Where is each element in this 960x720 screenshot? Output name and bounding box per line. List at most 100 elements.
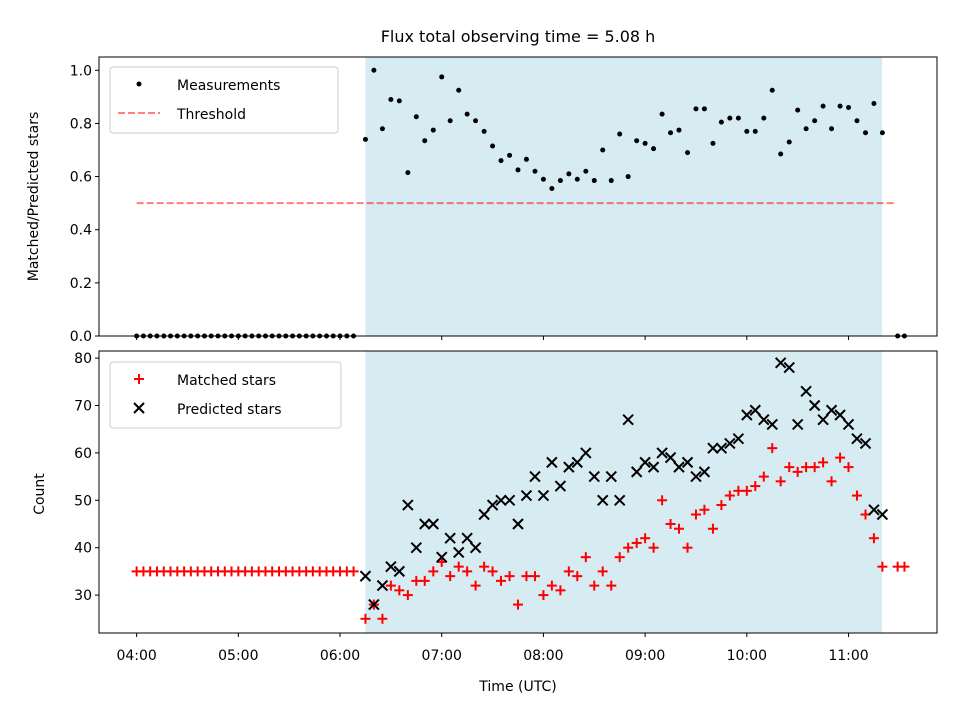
measurement-point [863, 130, 869, 136]
matched-star-point [504, 571, 515, 582]
predicted-star-point [580, 447, 592, 459]
x-tick-label: 04:00 [116, 648, 156, 664]
matched-star-point [348, 566, 359, 577]
measurement-point [498, 158, 504, 164]
predicted-star-point [605, 470, 617, 483]
predicted-star-point [868, 504, 880, 516]
predicted-star-point [851, 432, 863, 445]
predicted-star-point [419, 518, 431, 530]
measurement-point [718, 119, 724, 125]
x-tick-label: 10:00 [727, 648, 767, 664]
matched-star-point [767, 443, 778, 454]
predicted-star-point [732, 432, 745, 445]
y-tick-label: 30 [74, 588, 92, 604]
predicted-star-point [529, 470, 541, 483]
bottom-plot-area [131, 351, 910, 633]
predicted-star-point [690, 470, 702, 483]
chart-title: Flux total observing time = 5.08 h [381, 27, 656, 46]
measurement-point [668, 130, 674, 136]
predicted-star-point [758, 414, 770, 426]
matched-star-point [428, 566, 439, 577]
matched-star-point [529, 571, 540, 582]
measurement-point [761, 115, 767, 121]
top-y-axis: 0.0 0.2 0.4 0.6 0.8 1.0 [70, 63, 99, 345]
predicted-star-point [647, 461, 660, 473]
predicted-star-point [800, 385, 812, 397]
measurement-point [473, 118, 479, 124]
predicted-star-point [749, 404, 761, 416]
top-x-ticks [136, 336, 850, 340]
measurement-point [837, 103, 843, 109]
measurement-point [854, 118, 860, 124]
measurement-point [625, 174, 631, 180]
measurement-point [523, 156, 529, 162]
top-panel: 0.0 0.2 0.4 0.6 0.8 1.0 Matched/Predicted sta… [26, 56, 938, 345]
measurement-point [812, 118, 818, 124]
matched-star-point [758, 471, 769, 482]
y-tick-label: 0.2 [70, 276, 92, 292]
matched-star-point [487, 566, 498, 577]
matched-star-point [801, 462, 812, 473]
legend-measurements-label: Measurements [177, 78, 280, 94]
y-tick-label: 60 [74, 446, 92, 462]
measurement-point [685, 150, 691, 156]
y-tick-label: 40 [74, 541, 92, 557]
matched-star-point [690, 509, 701, 520]
measurement-point [879, 130, 885, 136]
matched-star-point [775, 476, 786, 487]
measurement-point [659, 111, 665, 117]
measurement-point [608, 178, 614, 184]
measurement-point [769, 87, 775, 93]
predicted-star-point [656, 447, 668, 459]
measurement-point [396, 98, 402, 104]
x-tick-label: 05:00 [218, 648, 258, 664]
measurement-point [846, 104, 852, 110]
predicted-star-point [817, 414, 829, 426]
bottom-y-axis-label: Count [32, 473, 48, 515]
measurement-point [786, 139, 792, 145]
measurement-point [557, 178, 563, 184]
measurement-point [701, 106, 707, 112]
measurement-point [617, 131, 623, 137]
predicted-star-point [842, 418, 855, 431]
measurement-point [795, 107, 801, 113]
matched-star-point [394, 585, 405, 596]
matched-star-point [462, 566, 473, 577]
measurement-point [515, 167, 521, 173]
bottom-x-axis: 04:00 05:00 06:00 07:00 08:00 09:00 10:00 11:00 [116, 633, 869, 664]
predicted-star-point [613, 494, 626, 507]
legend-threshold-label: Threshold [176, 107, 246, 123]
measurement-point [651, 146, 657, 152]
legend-measurements-marker [136, 81, 142, 87]
matched-star-point [640, 533, 651, 544]
matched-star-point [665, 518, 676, 529]
predicted-star-point [673, 461, 685, 473]
matched-star-point [453, 561, 464, 572]
predicted-star-point [495, 494, 507, 507]
predicted-star-point [461, 532, 473, 544]
y-tick-label: 80 [74, 351, 92, 367]
matched-star-point [648, 542, 659, 553]
x-tick-label: 11:00 [828, 648, 868, 664]
predicted-star-point [774, 357, 787, 369]
bottom-axes-frame [98, 350, 938, 634]
predicted-star-point [537, 489, 550, 502]
predicted-star-point [359, 570, 372, 582]
matched-star-point [707, 523, 718, 534]
predicted-star-point [410, 541, 423, 554]
matched-star-point [546, 580, 557, 591]
matched-star-point [835, 452, 846, 463]
predicted-star-point [436, 551, 448, 563]
x-tick-label: 07:00 [422, 648, 462, 664]
measurement-point [803, 126, 809, 132]
bottom-panel: 30 40 50 60 70 80 04:00 05:00 06:00 07:00 08:00 09… [32, 350, 938, 695]
measurement-point [464, 111, 470, 117]
top-y-axis-label: Matched/Predicted stars [26, 112, 42, 282]
measurement-point [413, 114, 419, 120]
predicted-star-point [766, 418, 778, 431]
matched-star-point [792, 466, 803, 477]
predicted-star-point [486, 499, 499, 511]
bottom-legend: Matched stars Predicted stars [109, 361, 342, 429]
predicted-star-point [715, 442, 728, 454]
matched-star-point [496, 575, 507, 586]
